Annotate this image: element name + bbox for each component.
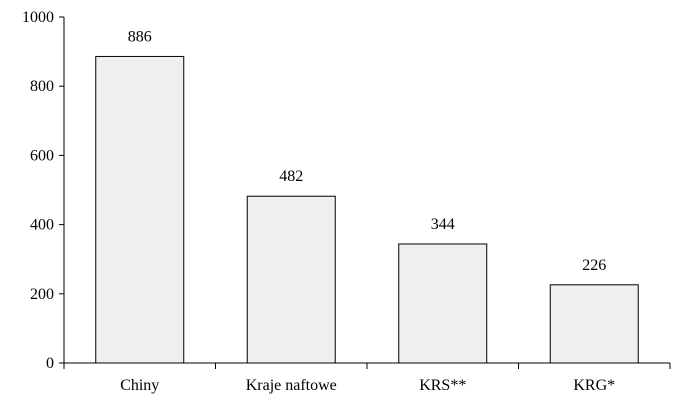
y-tick-label: 800 [30, 78, 54, 95]
x-axis: Chiny Kraje naftowe KRS** KRG* [59, 362, 671, 394]
bar-1 [95, 55, 185, 364]
bar-4 [549, 284, 639, 364]
category-label: KRS** [419, 377, 466, 394]
category-label: KRG* [573, 377, 615, 394]
data-labels: 886 482 344 226 [128, 28, 607, 273]
category-label: Chiny [120, 377, 159, 394]
y-tick-label: 1000 [22, 9, 54, 26]
data-label: 482 [279, 168, 303, 185]
y-tick-label: 600 [30, 147, 54, 164]
data-label: 886 [128, 28, 152, 45]
y-tick-label: 400 [30, 217, 54, 234]
data-label: 226 [582, 257, 606, 274]
data-label: 344 [431, 216, 455, 233]
category-label: Kraje naftowe [246, 377, 337, 394]
bars [95, 55, 639, 364]
y-tick-label: 200 [30, 286, 54, 303]
bar-3 [398, 243, 488, 364]
y-tick-label: 0 [46, 355, 54, 372]
y-axis: 0 200 400 600 800 1000 [22, 9, 65, 372]
bar-2 [246, 195, 336, 364]
